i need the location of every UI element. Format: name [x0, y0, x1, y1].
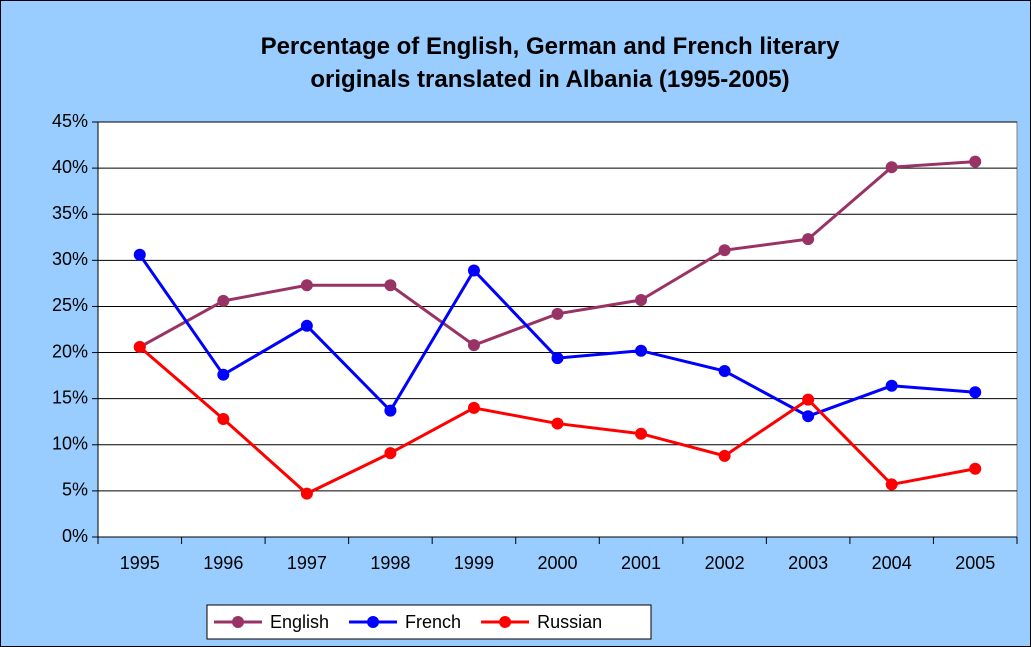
data-point [802, 233, 815, 246]
data-point [635, 293, 648, 306]
legend-label: Russian [537, 612, 602, 632]
y-tick-label: 20% [52, 341, 88, 361]
data-point [635, 427, 648, 440]
data-point [300, 279, 313, 292]
plot-area [97, 121, 1018, 538]
data-point [467, 339, 480, 352]
data-point [384, 447, 397, 460]
y-tick-label: 45% [52, 111, 88, 131]
data-point [802, 393, 815, 406]
y-tick-label: 5% [62, 480, 88, 500]
data-point [635, 344, 648, 357]
data-point [133, 341, 146, 354]
x-tick-label: 2005 [955, 553, 995, 573]
data-point [551, 307, 564, 320]
data-point [384, 279, 397, 292]
chart-title: Percentage of English, German and French… [260, 33, 840, 93]
legend-marker [367, 616, 380, 628]
data-point [718, 244, 731, 257]
data-point [885, 478, 898, 491]
data-point [969, 155, 982, 168]
legend-marker [499, 616, 512, 628]
data-point [467, 401, 480, 414]
x-tick-label: 1997 [287, 553, 327, 573]
x-tick-label: 2002 [705, 553, 745, 573]
y-tick-label: 30% [52, 249, 88, 269]
legend: English French Russian [206, 604, 652, 640]
y-tick-label: 15% [52, 387, 88, 407]
y-tick-label: 0% [62, 526, 88, 546]
data-point [885, 379, 898, 392]
data-point [467, 264, 480, 277]
data-point [969, 386, 982, 399]
data-point [802, 410, 815, 423]
x-tick-label: 1999 [454, 553, 494, 573]
y-tick-label: 35% [52, 203, 88, 223]
y-tick-label: 10% [52, 434, 88, 454]
data-point [718, 449, 731, 462]
legend-label: French [405, 612, 461, 632]
data-point [718, 365, 731, 377]
legend-label: English [270, 612, 329, 632]
data-point [217, 294, 230, 307]
data-point [217, 368, 230, 381]
x-tick-label: 1996 [203, 553, 243, 573]
data-point [969, 462, 982, 475]
x-tick-label: 1998 [370, 553, 410, 573]
data-point [133, 248, 146, 261]
data-point [885, 161, 898, 174]
data-point [551, 417, 564, 430]
legend-box [206, 604, 652, 640]
data-point [551, 352, 564, 365]
x-tick-label: 2003 [788, 553, 828, 573]
data-point [300, 319, 313, 332]
x-tick-label: 1995 [120, 553, 160, 573]
x-tick-label: 2004 [872, 553, 912, 573]
x-tick-label: 2001 [621, 553, 661, 573]
data-point [300, 487, 313, 500]
data-point [384, 404, 397, 417]
x-tick-label: 2000 [537, 553, 577, 573]
y-tick-label: 25% [52, 295, 88, 315]
y-tick-label: 40% [52, 157, 88, 177]
data-point [217, 412, 230, 425]
legend-marker [232, 616, 244, 628]
